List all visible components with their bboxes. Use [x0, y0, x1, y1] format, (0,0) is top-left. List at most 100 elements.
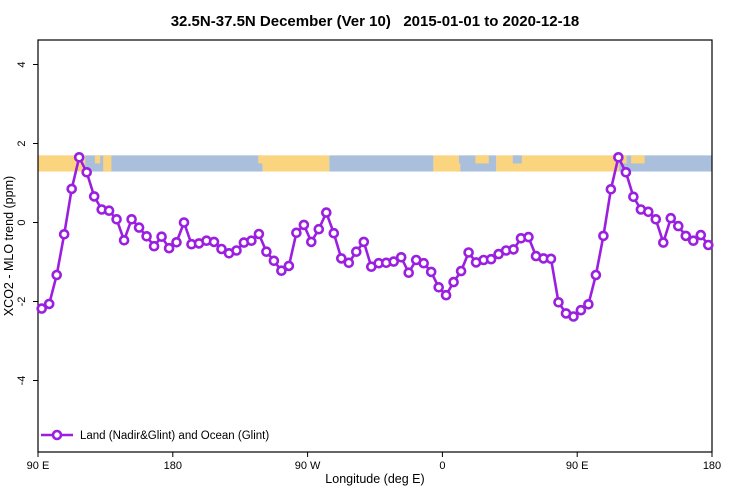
data-point: [103, 205, 115, 216]
data-point: [628, 191, 639, 203]
data-point: [171, 237, 182, 248]
data-point: [590, 269, 602, 281]
data-point: [418, 257, 430, 269]
band-patch-land: [103, 155, 112, 172]
data-point: [620, 167, 632, 178]
data-series: [36, 152, 714, 322]
y-tick-label: 4: [16, 61, 28, 67]
data-point: [672, 220, 684, 232]
band-patch-land: [631, 155, 645, 164]
band-patch-land: [620, 155, 627, 164]
data-point: [268, 255, 280, 267]
data-point: [598, 230, 609, 242]
data-point: [575, 304, 587, 316]
data-point: [335, 253, 347, 264]
band-segment-land: [38, 155, 86, 172]
x-tick-label: 90 E: [566, 460, 589, 472]
data-point: [680, 230, 692, 242]
data-point: [58, 229, 70, 240]
data-point: [395, 251, 407, 263]
y-tick-label: -4: [16, 376, 28, 386]
data-point: [253, 228, 265, 240]
data-point: [118, 235, 130, 246]
band-segment-land: [433, 155, 459, 172]
data-point: [291, 227, 302, 239]
legend-label: Land (Nadir&Glint) and Ocean (Glint): [80, 430, 269, 442]
data-point: [283, 260, 295, 272]
data-point: [455, 265, 467, 277]
data-point: [650, 214, 662, 225]
data-point: [433, 281, 445, 293]
band-segment-ocean: [85, 155, 263, 172]
data-point: [43, 298, 55, 310]
data-point: [216, 243, 227, 255]
data-point: [463, 247, 474, 258]
band-patch-ocean: [512, 155, 522, 164]
data-point: [133, 222, 145, 233]
plot-border: [37, 39, 713, 453]
x-tick-label: 180: [703, 460, 721, 472]
data-point: [425, 266, 437, 278]
band-patch-land: [94, 155, 101, 164]
data-point: [148, 240, 160, 252]
data-point: [350, 246, 362, 257]
data-point: [403, 267, 415, 279]
y-tick-label: -2: [16, 297, 28, 307]
data-point: [88, 191, 100, 202]
data-point: [440, 289, 452, 301]
x-tick-label: 0: [439, 460, 445, 472]
band-segment-land: [496, 155, 620, 172]
chart-title: 32.5N-37.5N December (Ver 10) 2015-01-01…: [171, 13, 580, 30]
data-point: [343, 257, 355, 269]
data-point: [448, 276, 459, 288]
axes: 90 E 180 90 W 0 90 E 180 4 2 0 -2 -4: [16, 39, 721, 472]
data-point: [156, 231, 167, 242]
data-point: [523, 231, 534, 243]
data-point: [66, 183, 77, 195]
data-point: [642, 206, 654, 218]
band-patch-land: [258, 155, 263, 164]
data-point: [163, 242, 175, 254]
legend: Land (Nadir&Glint) and Ocean (Glint): [41, 429, 269, 442]
x-tick-label: 90 E: [27, 460, 50, 472]
band-patch-land: [454, 163, 461, 172]
data-point: [485, 253, 497, 265]
data-point: [208, 236, 220, 248]
data-point: [545, 253, 557, 265]
x-tick-label: 180: [164, 460, 182, 472]
band-segment-ocean: [329, 155, 434, 172]
data-point: [305, 236, 317, 248]
data-point: [320, 207, 332, 218]
data-point: [553, 296, 564, 308]
data-point: [695, 229, 707, 241]
data-point: [568, 311, 579, 322]
data-point: [126, 214, 137, 225]
data-point: [687, 235, 699, 246]
data-point: [141, 231, 152, 242]
data-point: [36, 303, 48, 314]
y-tick-label: 0: [16, 219, 28, 225]
data-point: [298, 219, 310, 231]
x-axis-label: Longitude (deg E): [325, 472, 424, 486]
data-point: [388, 256, 400, 267]
data-point: [328, 227, 340, 239]
data-point: [246, 235, 257, 246]
data-point: [358, 236, 370, 248]
data-point: [231, 245, 242, 256]
x-tick-label: 90 W: [295, 460, 321, 472]
data-point: [583, 298, 594, 310]
data-point: [261, 246, 272, 257]
data-point: [111, 214, 122, 225]
band-patch-land: [475, 155, 489, 164]
data-point: [665, 212, 677, 224]
band-segment-land: [262, 155, 330, 172]
land-ocean-band: [38, 155, 712, 172]
data-point: [51, 269, 63, 281]
data-point: [73, 152, 85, 163]
data-point: [276, 265, 287, 277]
data-point: [508, 244, 519, 255]
data-point: [657, 237, 669, 248]
y-axis-label: XCO2 - MLO trend (ppm): [2, 176, 16, 316]
